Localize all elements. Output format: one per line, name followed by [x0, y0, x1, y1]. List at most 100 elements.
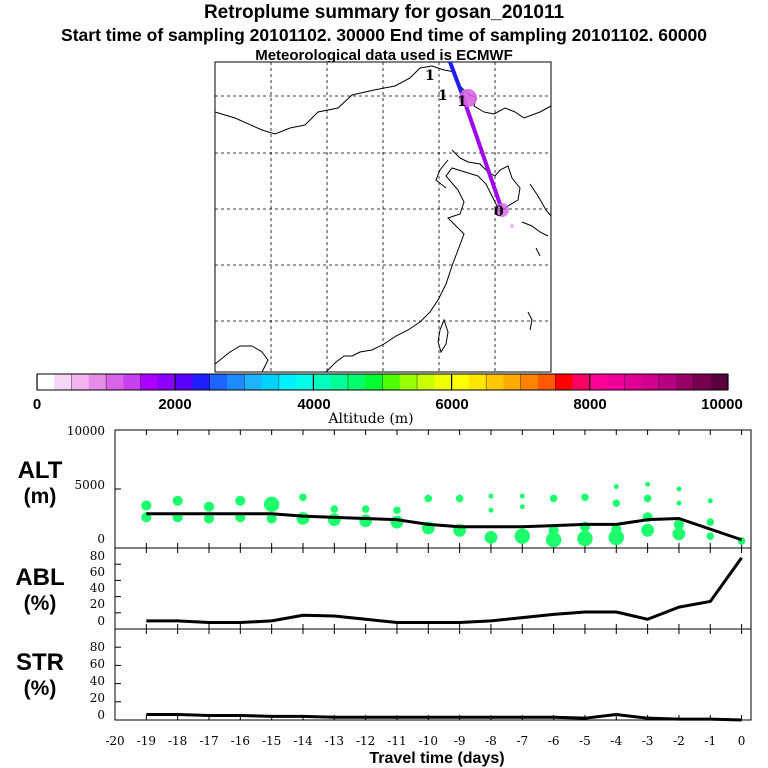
- colorbar-cell: [710, 374, 729, 390]
- colorbar-cell: [88, 374, 107, 390]
- x-tick-label: -20: [105, 734, 124, 748]
- alt-cluster-point: [393, 506, 401, 515]
- colorbar-cell: [330, 374, 349, 390]
- plume-cluster-marker: [495, 203, 509, 217]
- colorbar-cell: [157, 374, 176, 390]
- colorbar-cell: [54, 374, 73, 390]
- colorbar-tick-label: 6000: [435, 396, 468, 413]
- colorbar-cell: [520, 374, 539, 390]
- alt-cluster-point: [330, 505, 339, 513]
- colorbar-cell: [227, 374, 245, 390]
- y-tick-label: 60: [90, 657, 105, 671]
- colorbar-cell: [555, 374, 574, 390]
- y-tick-label: 0: [97, 532, 105, 546]
- coastline-islands: [527, 311, 533, 331]
- colorbar-cell: [399, 374, 418, 390]
- y-tick-label: 40: [90, 581, 105, 595]
- coastline-kyushu: [521, 221, 549, 237]
- colorbar-cell: [382, 374, 401, 390]
- x-tick-label: -18: [168, 734, 187, 748]
- colorbar-cell: [192, 374, 211, 390]
- map-graticule: [215, 62, 551, 372]
- coastline-korea: [451, 149, 521, 213]
- alt-cluster-point: [672, 527, 686, 541]
- alt-cluster-point: [263, 496, 280, 513]
- x-tick-label: -15: [262, 734, 281, 748]
- alt-cluster-point: [203, 501, 215, 512]
- colorbar-cell: [503, 374, 522, 390]
- colorbar-cell: [278, 374, 297, 390]
- x-tick-label: -5: [579, 734, 591, 748]
- alt-cluster-point: [645, 481, 651, 487]
- coastline-china: [383, 167, 479, 345]
- alt-panel-line: [146, 512, 743, 542]
- x-tick-label: -16: [231, 734, 250, 748]
- alt-cluster-point: [455, 494, 464, 503]
- alt-cluster-point: [424, 494, 433, 503]
- x-tick-label: -2: [673, 734, 685, 748]
- map-day-labels: 1 1 1 0: [425, 68, 504, 220]
- coastline-south: [325, 343, 385, 373]
- colorbar-cell: [209, 374, 228, 390]
- y-tick-label: 20: [90, 597, 105, 611]
- colorbar-cell: [244, 374, 263, 390]
- x-tick-label: 0: [738, 734, 746, 748]
- x-tick-label: -17: [199, 734, 218, 748]
- colorbar-tick-label: 0: [33, 396, 41, 413]
- y-tick-label: 80: [90, 549, 105, 563]
- colorbar-cell: [175, 374, 193, 390]
- y-tick-label: 10000: [67, 424, 105, 438]
- alt-cluster-point: [612, 499, 621, 507]
- alt-cluster-point: [488, 507, 494, 513]
- x-tick-label: -4: [610, 734, 622, 748]
- x-tick-label: -10: [419, 734, 438, 748]
- colorbar-cell: [71, 374, 90, 390]
- colorbar-tick-label: 8000: [573, 396, 606, 413]
- colorbar-cell: [417, 374, 435, 390]
- coastline-taiwan: [437, 318, 449, 354]
- alt-cluster-point: [519, 493, 525, 499]
- x-tick-label: -6: [548, 734, 560, 748]
- alt-cluster-point: [235, 495, 246, 506]
- alt-panel-label: ALT: [18, 457, 63, 484]
- meteorological-data-subtitle: Meteorological data used is ECMWF: [255, 47, 513, 64]
- colorbar-cell: [140, 374, 159, 390]
- y-tick-label: 0: [97, 614, 105, 628]
- alt-cluster-point: [608, 529, 624, 546]
- abl-panel-label: ABL: [15, 564, 64, 591]
- alt-cluster-point: [484, 530, 498, 544]
- colorbar-cells: [37, 374, 729, 390]
- trajectory-path: [448, 61, 514, 228]
- colorbar-cell: [451, 374, 470, 390]
- colorbar-cell: [37, 374, 55, 390]
- colorbar-tick-label: 4000: [297, 396, 330, 413]
- abl-panel-unit: (%): [24, 592, 57, 615]
- alt-cluster-point: [141, 500, 152, 511]
- colorbar-tick-label: 2000: [158, 396, 191, 413]
- panel-labels: ALT (m) ABL (%) STR (%): [15, 457, 64, 700]
- colorbar-cell: [589, 374, 608, 390]
- str-panel-label: STR: [16, 649, 64, 676]
- alt-cluster-point: [296, 512, 310, 525]
- colorbar-tick-label: 10000: [701, 396, 743, 413]
- map-day-label: 1: [457, 94, 467, 110]
- trajectory-segment-high: [448, 61, 464, 95]
- border-line: [214, 345, 269, 373]
- y-tick-label: 40: [90, 674, 105, 688]
- alt-cluster-point: [673, 519, 685, 530]
- trajectory-map: 1 1 1 0: [214, 61, 552, 373]
- colorbar-cell: [641, 374, 660, 390]
- x-tick-label: -1: [704, 734, 716, 748]
- altitude-colorbar: 0 2000 4000 6000 8000 10000 Altitude (m): [33, 373, 743, 427]
- colorbar-cell: [676, 374, 694, 390]
- alt-cluster-point: [707, 498, 713, 504]
- border-line: [483, 105, 552, 119]
- trajectory-segment-low: [460, 93, 504, 211]
- alt-cluster-point: [581, 493, 589, 502]
- alt-cluster-point: [613, 484, 619, 490]
- colorbar-cell: [572, 374, 591, 390]
- y-tick-label: 60: [90, 565, 105, 579]
- colorbar-cell: [624, 374, 643, 390]
- panels-frame: [114, 429, 752, 721]
- alt-cluster-point: [266, 513, 277, 524]
